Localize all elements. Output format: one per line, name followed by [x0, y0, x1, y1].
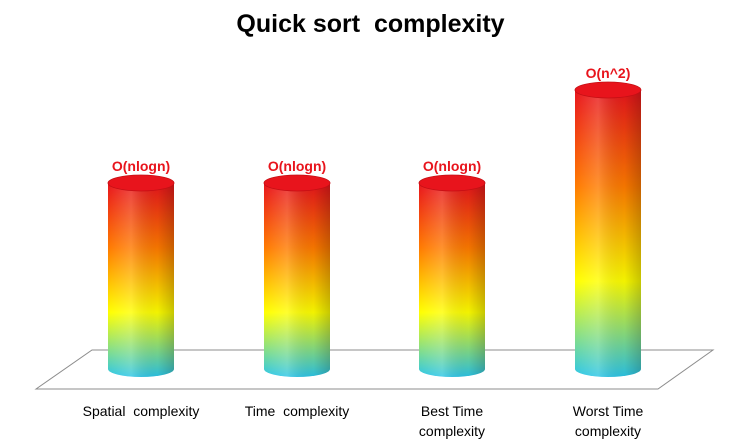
- data-labels-group: O(nlogn) O(nlogn) O(nlogn) O(n^2): [112, 65, 631, 174]
- category-label: Time complexity: [245, 403, 350, 419]
- data-label: O(nlogn): [423, 158, 481, 174]
- data-label: O(nlogn): [268, 158, 326, 174]
- data-label: O(nlogn): [112, 158, 170, 174]
- category-labels-group: Spatial complexity Time complexity Best Ti…: [83, 403, 644, 439]
- category-label: Spatial complexity: [83, 403, 200, 419]
- bar: [574, 81, 642, 377]
- category-label: complexity: [575, 423, 641, 439]
- chart-floor: [34, 349, 715, 390]
- bar: [418, 174, 486, 377]
- bars-group: [107, 81, 642, 377]
- category-label: complexity: [419, 423, 485, 439]
- bar: [263, 174, 331, 377]
- data-label: O(n^2): [586, 65, 631, 81]
- chart-title: Quick sort complexity: [236, 10, 505, 38]
- category-label: Worst Time: [573, 403, 644, 419]
- bar: [107, 174, 175, 377]
- category-label: Best Time: [421, 403, 483, 419]
